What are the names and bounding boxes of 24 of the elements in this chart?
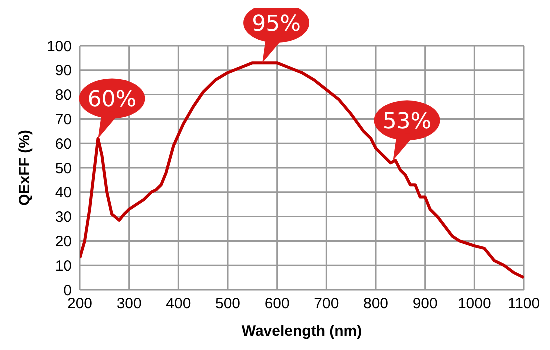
y-tick-label: 20 <box>55 234 72 251</box>
x-tick-label: 1100 <box>508 296 540 313</box>
x-tick-label: 900 <box>412 296 438 313</box>
x-tick-label: 400 <box>166 296 192 313</box>
x-tick-label: 1000 <box>458 296 492 313</box>
x-tick-label: 600 <box>264 296 290 313</box>
x-tick-label: 800 <box>363 296 389 313</box>
y-tick-label: 40 <box>55 184 72 202</box>
y-tick-label: 10 <box>55 258 72 275</box>
x-tick-label: 700 <box>314 296 340 313</box>
y-axis-title: QExFF (%) <box>16 130 34 206</box>
annotation: 53% <box>382 110 432 135</box>
annotation: 95% <box>252 12 301 38</box>
x-tick-label: 500 <box>215 296 241 313</box>
y-tick-label: 80 <box>55 87 72 104</box>
y-tick-label: 60 <box>55 136 72 153</box>
y-tick-label: 100 <box>46 38 72 56</box>
annotation: 60% <box>88 88 137 113</box>
y-tick-label: 90 <box>55 62 72 80</box>
x-axis-title: Wavelength (nm) <box>242 323 362 340</box>
y-tick-label: 70 <box>55 112 72 129</box>
y-tick-label: 30 <box>55 209 72 226</box>
x-tick-label: 300 <box>116 296 142 313</box>
y-tick-label: 50 <box>55 160 72 178</box>
